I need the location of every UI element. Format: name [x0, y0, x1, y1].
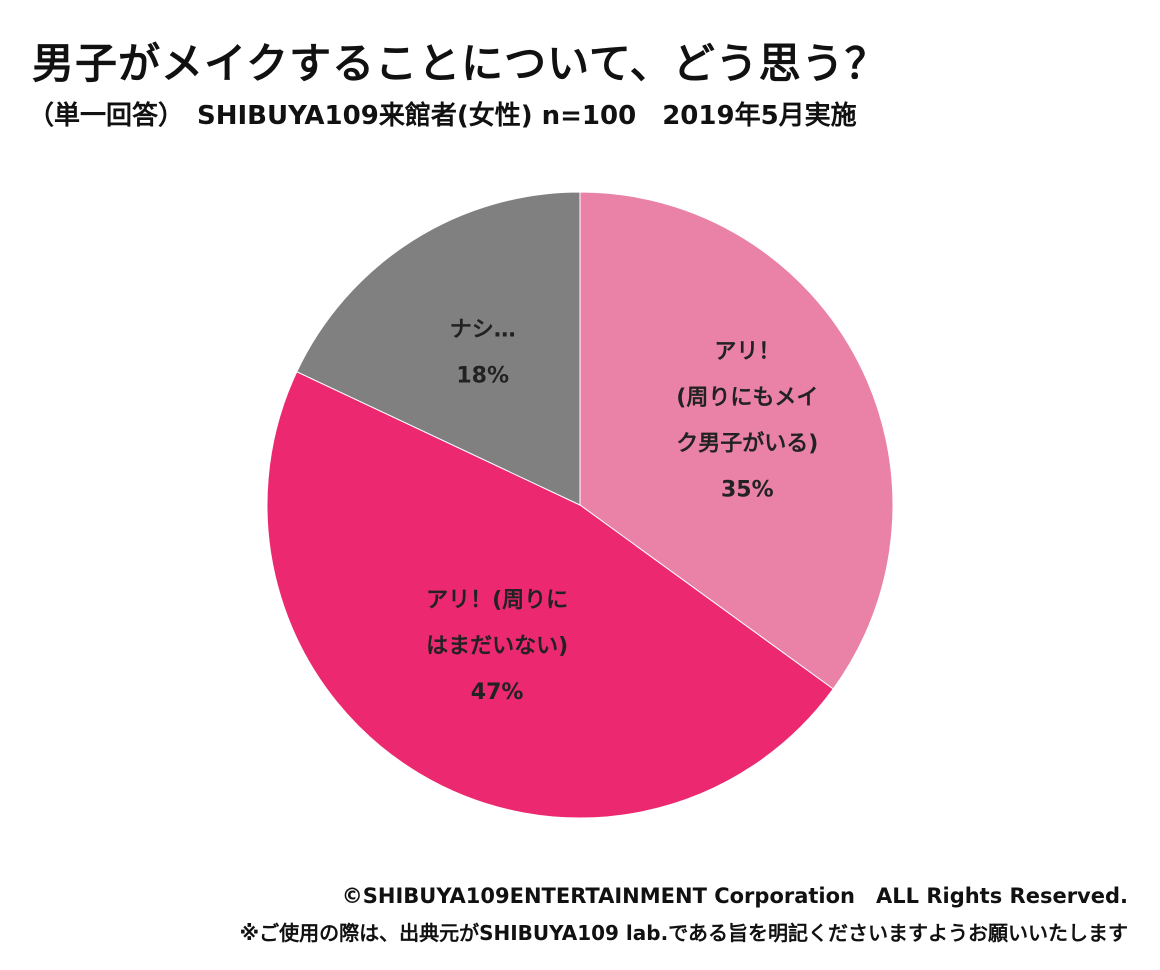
slice-label-line: ク男子がいる): [676, 431, 818, 457]
slice-label-line: (周りにもメイ: [676, 386, 818, 411]
chart-title: 男子がメイクすることについて、どう思う？: [32, 39, 888, 88]
slice-label-line: 47%: [471, 680, 524, 705]
pie-slice: [266, 371, 834, 819]
slice-label-line: アリ！(周りに: [426, 588, 568, 613]
slice-label-line: はまだいない): [426, 634, 568, 659]
pie-labels: アリ！ (周りにもメイク男子がいる) 35% アリ！(周りにはまだいない) 47% ナシ……: [426, 318, 818, 705]
chart-subtitle: （単一回答） SHIBUYA109来館者(女性) n=100 2019年5月実施: [28, 101, 857, 131]
slice-label: アリ！(周りにはまだいない) 47%: [426, 588, 568, 705]
slice-label: アリ！ (周りにもメイク男子がいる) 35%: [676, 340, 818, 503]
pie-slice: [579, 191, 894, 690]
copyright-notice: ©SHIBUYA109ENTERTAINMENT Corporation ALL…: [341, 884, 1128, 908]
pie-slice: [296, 191, 581, 506]
slice-label-line: 35%: [721, 478, 774, 503]
slice-label-line: アリ！: [714, 340, 780, 365]
slice-label: ナシ… 18%: [450, 318, 516, 389]
usage-notice: ※ご使用の際は、出典元がSHIBUYA109 lab.である旨を明記くださいます…: [239, 921, 1128, 945]
slice-label-line: 18%: [456, 364, 509, 389]
slice-label-line: ナシ…: [450, 318, 516, 343]
pie-slices: [266, 191, 894, 819]
